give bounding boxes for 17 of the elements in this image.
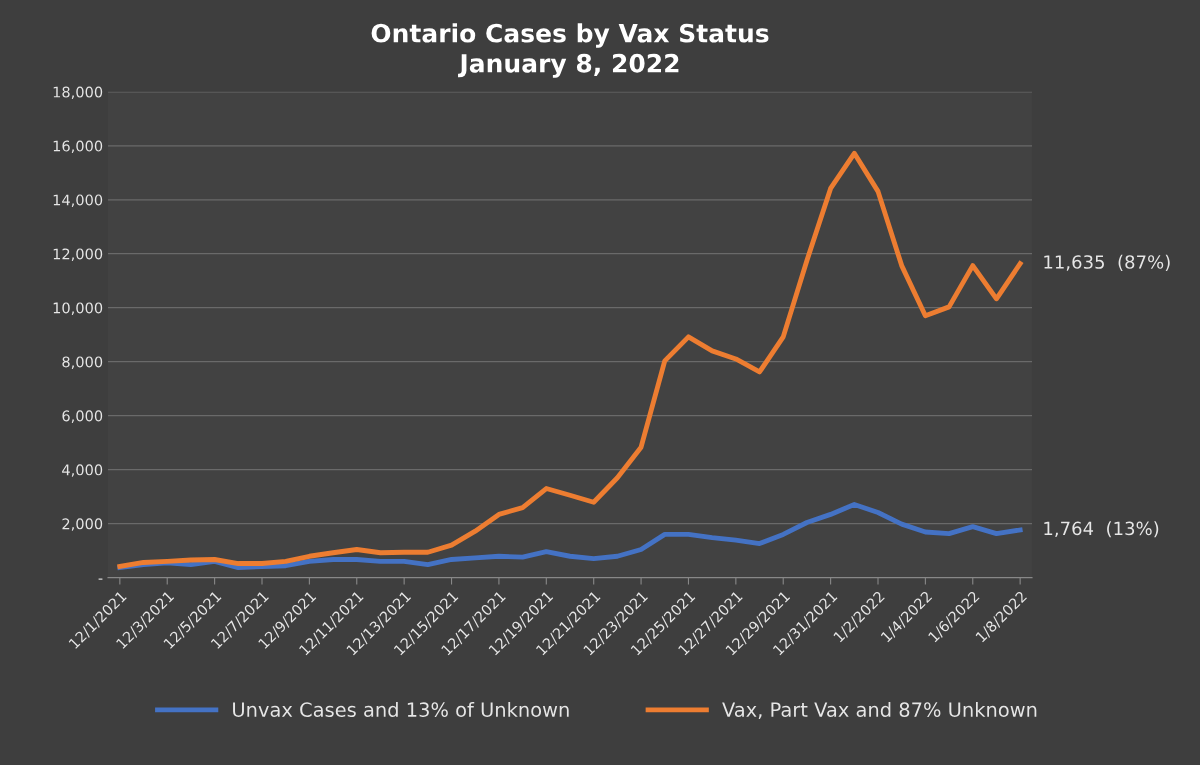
y-tick-label: 8,000 <box>62 356 103 369</box>
annotation: 11,635 (87%) <box>1044 254 1170 271</box>
y-tick-label: 14,000 <box>53 194 103 207</box>
line-series <box>117 502 1023 571</box>
y-tick-label: 12,000 <box>53 248 103 261</box>
y-tick-label: 16,000 <box>53 140 103 154</box>
y-tick-label: - <box>98 578 103 580</box>
legend-label: Unvax Cases and 13% of Unknown <box>233 701 569 717</box>
line-series <box>117 150 1023 569</box>
chart-title: Ontario Cases by Vax Status January 8, 2022 <box>371 23 769 78</box>
y-tick-label: 4,000 <box>62 464 103 477</box>
legend-label: Vax, Part Vax and 87% Unknown <box>722 701 1037 719</box>
y-tick-label: 2,000 <box>62 518 103 531</box>
y-tick-label: 6,000 <box>62 410 103 423</box>
y-tick-label: 10,000 <box>53 302 103 315</box>
annotation: 1,764 (13%) <box>1044 521 1159 538</box>
y-tick-label: 18,000 <box>53 86 103 100</box>
